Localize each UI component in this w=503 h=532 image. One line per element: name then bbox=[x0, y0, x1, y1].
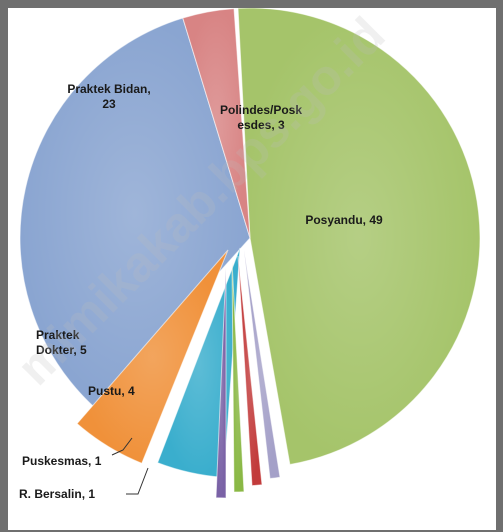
data-label-dokter: Praktek Dokter, 5 bbox=[36, 328, 87, 357]
data-label-polindes-line: Polindes/Posk bbox=[220, 103, 302, 117]
data-label-bersalin: R. Bersalin, 1 bbox=[19, 487, 95, 501]
data-label-dokter-line: Praktek bbox=[36, 328, 80, 342]
slice-highlight-posyandu bbox=[238, 8, 480, 465]
data-label-posyandu-line: Posyandu, 49 bbox=[305, 213, 383, 227]
leader-lines bbox=[111, 437, 149, 495]
data-label-dokter-line: Dokter, 5 bbox=[36, 343, 87, 357]
slice-highlight-puskesmas bbox=[216, 268, 226, 499]
slice-highlight-polindes-poskesdes bbox=[182, 8, 250, 238]
slice-highlight-lainnya bbox=[238, 256, 262, 486]
data-label-pustu: Pustu, 4 bbox=[88, 384, 135, 398]
leader-puskesmas bbox=[111, 437, 133, 456]
slice-highlight-praktek-dokter bbox=[77, 250, 228, 464]
data-label-polindes-line: esdes, 3 bbox=[237, 118, 285, 132]
data-label-posyandu: Posyandu, 49 bbox=[305, 213, 383, 227]
data-label-bidan: Praktek Bidan, 23 bbox=[67, 82, 150, 111]
data-label-bidan-line: Praktek Bidan, bbox=[67, 82, 150, 96]
plot-area: Posyandu, 49 Praktek Bidan, 23 Polindes/Pos… bbox=[8, 8, 496, 530]
pie-chart: Posyandu, 49 Praktek Bidan, 23 Polindes/Pos… bbox=[8, 8, 481, 501]
slice-highlight-praktek-bidan bbox=[19, 18, 250, 409]
data-label-bersalin-line: R. Bersalin, 1 bbox=[19, 487, 95, 501]
slice-highlight-r-bersalin bbox=[232, 262, 244, 492]
data-label-polindes: Polindes/Posk esdes, 3 bbox=[220, 103, 302, 132]
pie-slices bbox=[19, 8, 481, 499]
leader-bersalin bbox=[126, 467, 149, 495]
data-label-pustu-line: Pustu, 4 bbox=[88, 384, 135, 398]
data-label-puskesmas: Puskesmas, 1 bbox=[22, 454, 102, 468]
slice-highlight-lainnya-2 bbox=[244, 250, 280, 479]
data-labels: Posyandu, 49 Praktek Bidan, 23 Polindes/Pos… bbox=[19, 82, 383, 501]
data-label-bidan-line: 23 bbox=[102, 97, 116, 111]
data-label-puskesmas-line: Puskesmas, 1 bbox=[22, 454, 102, 468]
